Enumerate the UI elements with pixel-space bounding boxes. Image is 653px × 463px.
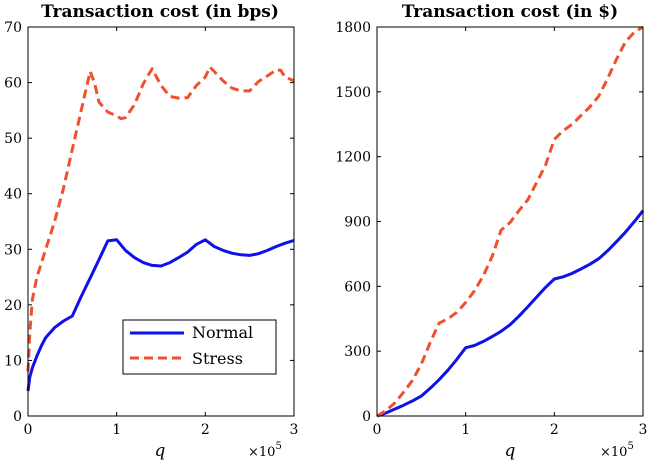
- dollar-chart-lines: [376, 25, 645, 418]
- dollar-ytick-label: 900: [344, 215, 371, 231]
- dollar-ytick-label: 1800: [335, 20, 371, 36]
- bps-chart-lines: [26, 65, 295, 392]
- bps-ytick-label: 10: [4, 353, 22, 369]
- bps-xtick-label: 3: [290, 422, 299, 438]
- bps-chart-axes-box: [27, 26, 295, 417]
- bps-ytick-label: 70: [4, 20, 22, 36]
- bps-chart-x-multiplier: ×105: [248, 441, 282, 460]
- bps-ytick-label: 40: [4, 187, 22, 203]
- dollar-ytick-label: 1500: [335, 85, 371, 101]
- dollar-xtick-label: 3: [639, 422, 648, 438]
- bps-ytick-label: 20: [4, 298, 22, 314]
- bps-chart-title: Transaction cost (in bps): [41, 2, 279, 22]
- legend: Normal Stress: [122, 319, 277, 375]
- bps-ytick-label: 0: [13, 409, 22, 425]
- dollar-xtick-label: 0: [373, 422, 382, 438]
- dollar-xtick-label: 1: [461, 422, 470, 438]
- dollar-series-stress-line: [376, 25, 644, 418]
- bps-series-normal-line: [26, 238, 295, 392]
- bps-ytick-label: 50: [4, 131, 22, 147]
- bps-chart-xlabel: q: [155, 441, 166, 461]
- bps-xtick-label: 2: [201, 422, 210, 438]
- bps-chart-ticks: 0 10 20 30 40 50 60 70 0 1 2 3: [4, 20, 298, 438]
- bps-ytick-label: 30: [4, 242, 22, 258]
- bps-xtick-label: 1: [112, 422, 121, 438]
- bps-xtick-label: 0: [24, 422, 33, 438]
- dollar-chart-x-multiplier: ×105: [600, 441, 634, 460]
- dollar-ytick-label: 300: [344, 344, 371, 360]
- dollar-chart-xlabel: q: [505, 441, 516, 461]
- dollar-ytick-label: 600: [344, 279, 371, 295]
- dollar-chart-panel: Transaction cost (in $) 0 300 600 900 1200 15…: [335, 2, 647, 461]
- dollar-chart-title: Transaction cost (in $): [402, 2, 618, 22]
- bps-series-stress-line: [26, 65, 295, 372]
- dollar-xtick-label: 2: [550, 422, 559, 438]
- dollar-ytick-label: 1200: [335, 150, 371, 166]
- dollar-chart-ticks: 0 300 600 900 1200 1500 1800 0 1 2 3: [335, 20, 647, 438]
- legend-box: [122, 319, 277, 375]
- dollar-chart-axes-box: [376, 26, 644, 417]
- bps-ytick-label: 60: [4, 76, 22, 92]
- dollar-series-normal-line: [376, 209, 645, 418]
- legend-stress-label: Stress: [192, 349, 243, 368]
- legend-normal-label: Normal: [192, 323, 253, 342]
- bps-chart-panel: Transaction cost (in bps) 01020304050607…: [4, 2, 298, 461]
- dollar-ytick-label: 0: [362, 409, 371, 425]
